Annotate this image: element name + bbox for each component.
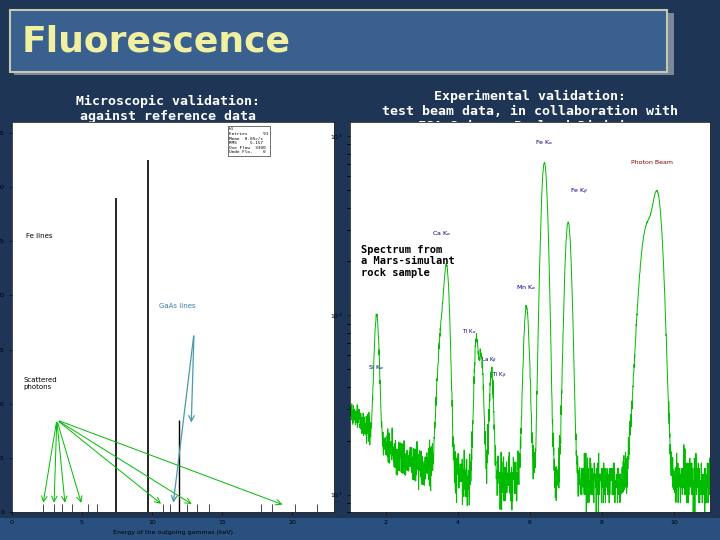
- Text: Fe lines: Fe lines: [26, 233, 53, 239]
- Text: Fe K$_\alpha$: Fe K$_\alpha$: [535, 138, 554, 147]
- Text: Ca K$_\alpha$: Ca K$_\alpha$: [432, 230, 451, 238]
- Bar: [350, 122, 710, 512]
- Text: GaAs lines: GaAs lines: [159, 303, 196, 309]
- Text: La K$_\beta$: La K$_\beta$: [482, 356, 498, 366]
- Text: Fluorescence: Fluorescence: [22, 24, 291, 58]
- Bar: [12, 122, 334, 512]
- Text: Scattered
photons: Scattered photons: [23, 376, 57, 389]
- Text: Microscopic validation:
against reference data: Microscopic validation: against referenc…: [76, 95, 260, 123]
- Text: Experimental validation:
test beam data, in collaboration with
ESA Science Paylo: Experimental validation: test beam data,…: [382, 90, 678, 133]
- Text: h1
Entries      91
Mean  0.05c/c
RMS     5.157
Ove Flow  3300
Unde Flo.    0: h1 Entries 91 Mean 0.05c/c RMS 5.157 Ove…: [229, 127, 269, 154]
- Text: Ti K$_\alpha$: Ti K$_\alpha$: [462, 327, 477, 336]
- X-axis label: Energy of the outgoing gammas (keV): Energy of the outgoing gammas (keV): [113, 530, 233, 535]
- Bar: [14, 13, 674, 75]
- Text: Si K$_\alpha$: Si K$_\alpha$: [368, 363, 384, 372]
- Text: Spectrum from
a Mars-simulant
rock sample: Spectrum from a Mars-simulant rock sampl…: [361, 245, 454, 278]
- Bar: [10, 10, 667, 72]
- Text: Mn K$_\alpha$: Mn K$_\alpha$: [516, 283, 536, 292]
- Text: Photon Beam: Photon Beam: [631, 160, 673, 165]
- Bar: [0, 518, 720, 540]
- Text: Ti K$_\beta$: Ti K$_\beta$: [492, 372, 507, 381]
- Text: Fe K$_\beta$: Fe K$_\beta$: [570, 187, 588, 197]
